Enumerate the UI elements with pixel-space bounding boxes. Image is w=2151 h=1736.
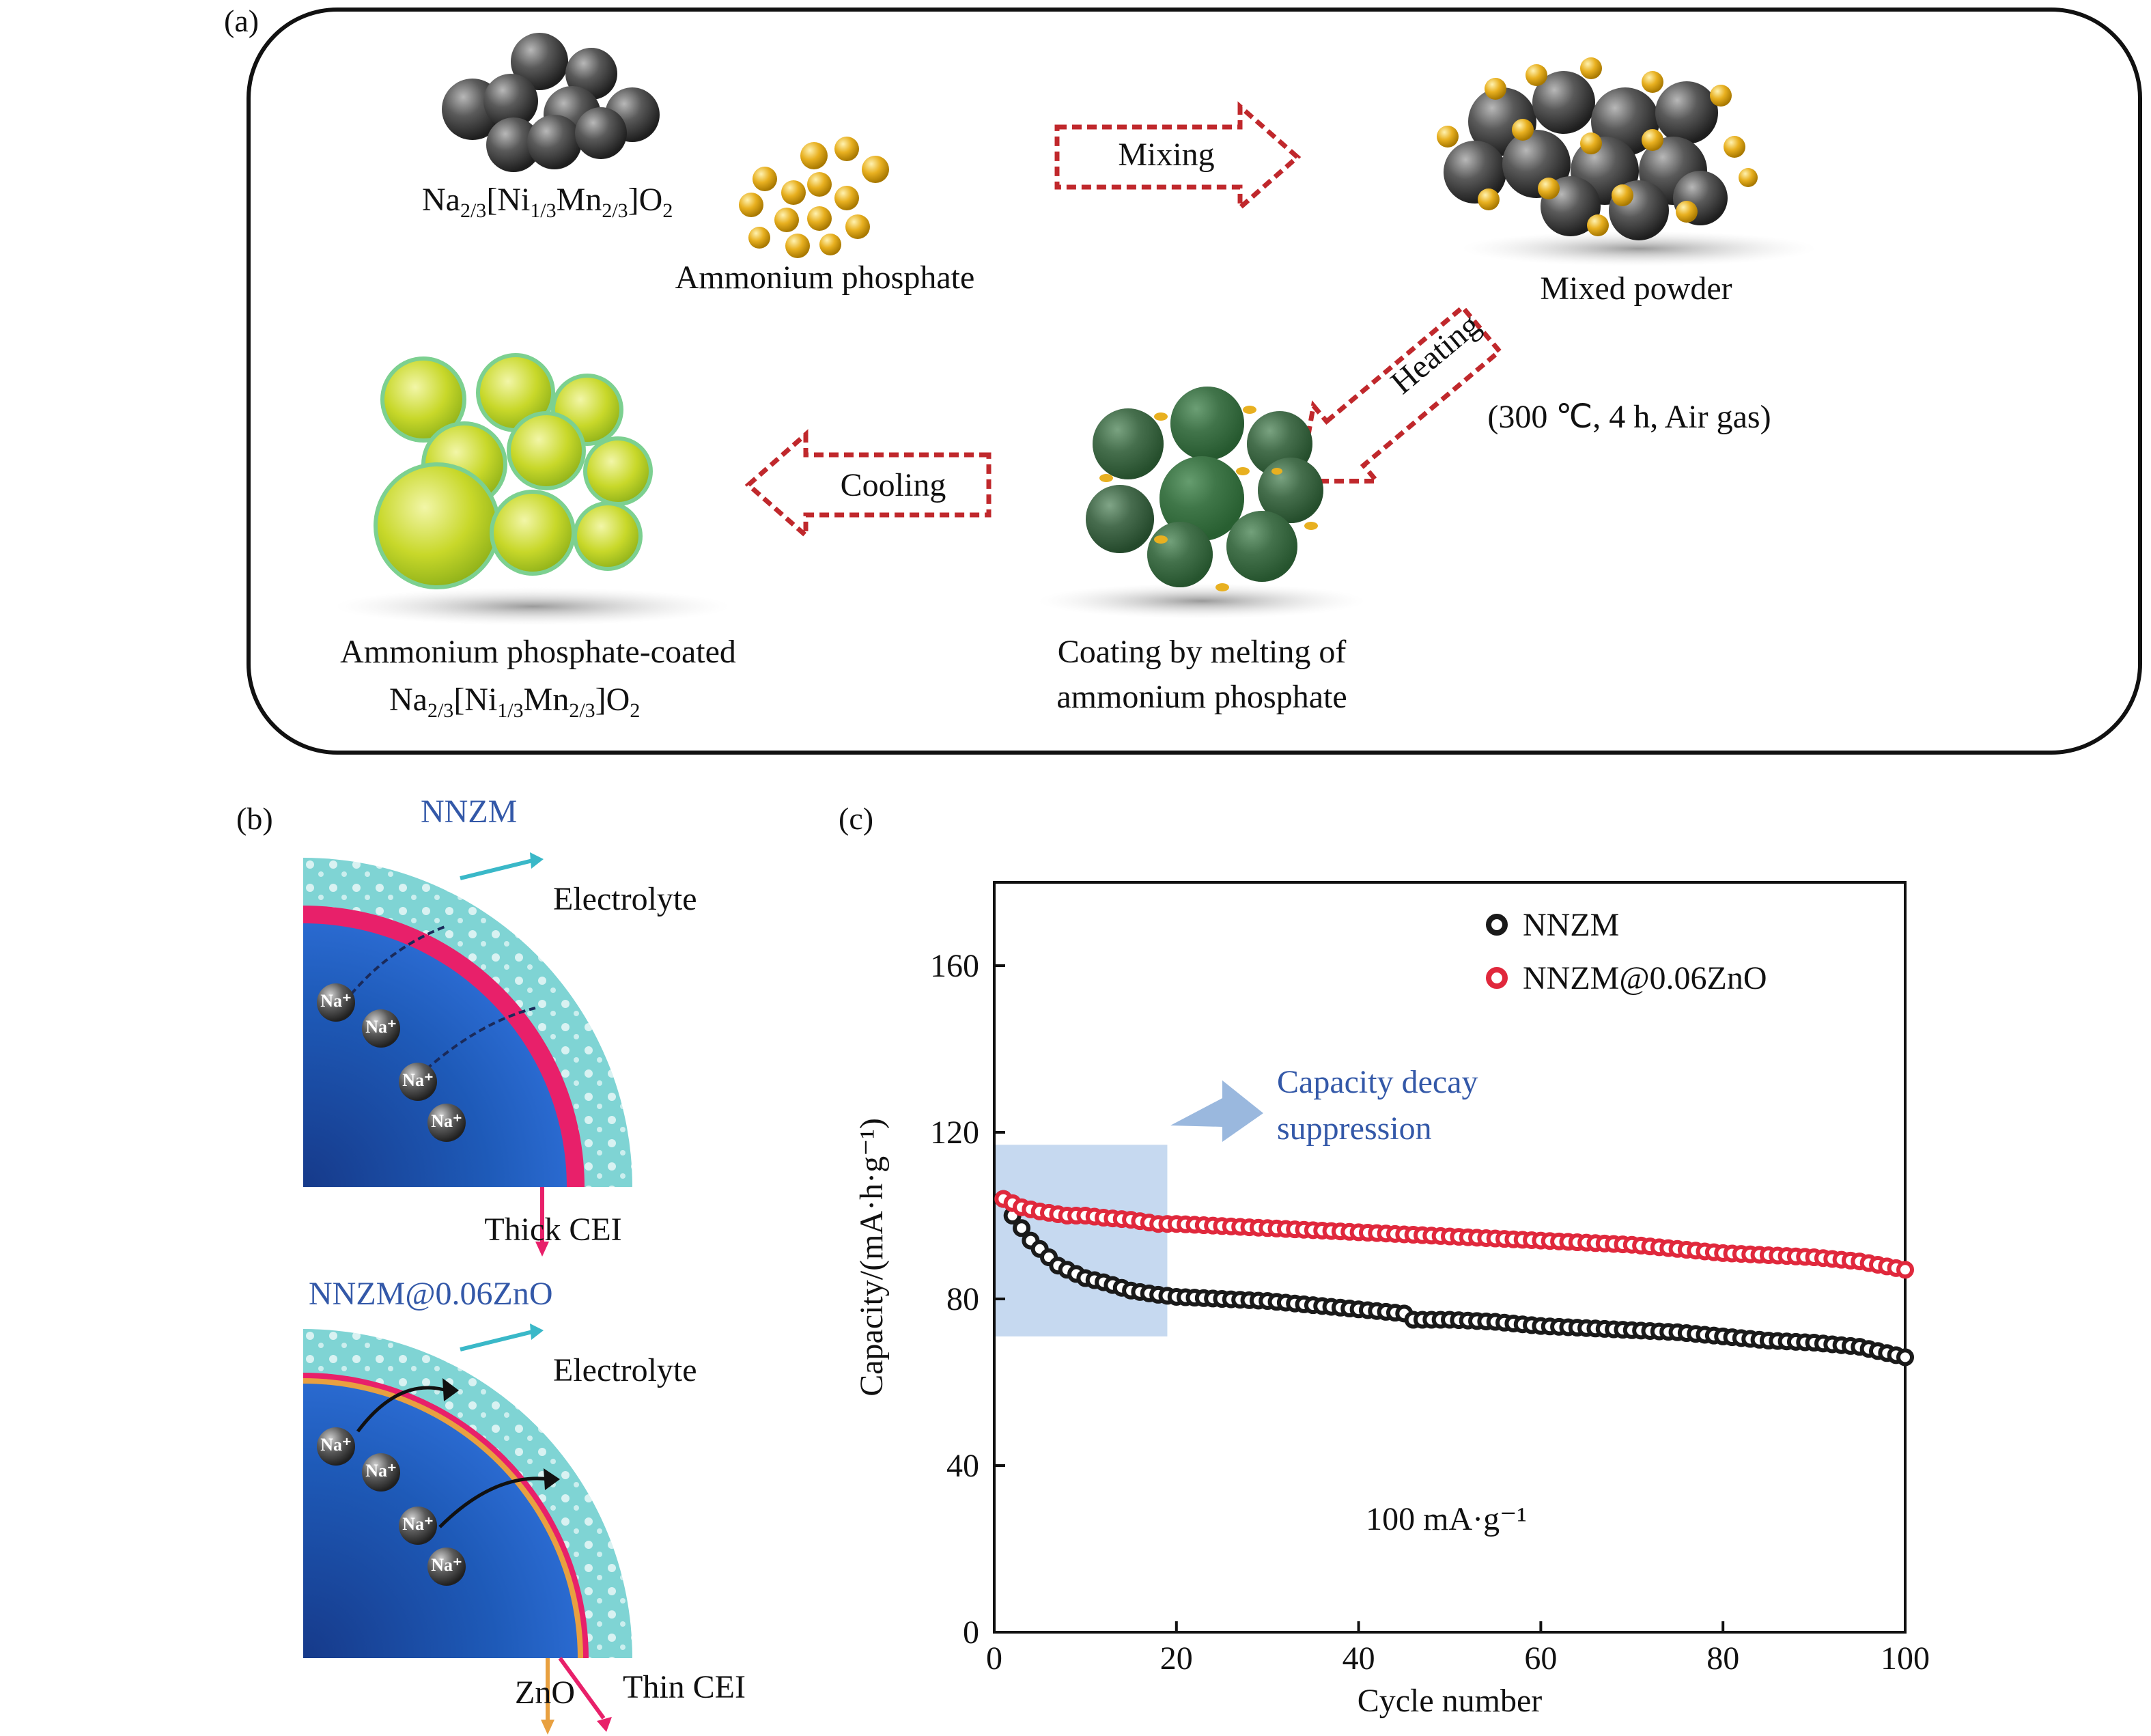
panel-c-letter: (c) — [839, 801, 874, 836]
mixed-powder-shadow — [1461, 231, 1816, 266]
coated-particle-cluster — [1086, 387, 1323, 591]
series-nnzm-zno — [994, 1190, 1914, 1279]
panel-a-diagram: Na2/3[Ni1/3Mn2/3]O2 Ammonium phosphate M… — [247, 8, 2142, 755]
plot-frame — [993, 881, 1907, 1634]
legend-marker — [1486, 967, 1508, 989]
mixing-label: Mixing — [1118, 137, 1214, 173]
x-axis-label: Cycle number — [1358, 1683, 1543, 1719]
top-electrolyte-label: Electrolyte — [553, 881, 697, 917]
thin-cei-label: Thin CEI — [623, 1669, 746, 1705]
ammonium-label: Ammonium phosphate — [675, 260, 975, 296]
x-tick-label: 60 — [1524, 1640, 1557, 1677]
thick-cei-label: Thick CEI — [484, 1212, 621, 1248]
panel-a-letter: (a) — [224, 3, 259, 38]
mixing-arrow — [1054, 101, 1302, 213]
na-ion-label: Na⁺ — [431, 1111, 462, 1131]
nnzm-zno-title: NNZM@0.06ZnO — [309, 1276, 553, 1312]
np-material-label: Na2/3[Ni1/3Mn2/3]O2 — [422, 182, 673, 222]
coating-label-line2: ammonium phosphate — [1056, 679, 1347, 715]
y-tick-label: 120 — [930, 1115, 979, 1151]
nnzm-title: NNZM — [421, 794, 517, 830]
y-tick-label: 0 — [963, 1614, 979, 1651]
zno-label: ZnO — [515, 1675, 575, 1711]
series-nnzm — [994, 1190, 1914, 1367]
legend-marker — [1486, 914, 1508, 936]
capacity-chart: 0 20 40 60 80 100 0 40 80 120 160 Cycle number Capac… — [854, 881, 1930, 1719]
y-tick-label: 160 — [930, 948, 979, 984]
na-ion-label: Na⁺ — [431, 1555, 462, 1575]
panel-a-frame — [247, 8, 2142, 755]
coating-shadow — [1038, 583, 1366, 619]
green-particle-cluster — [374, 353, 653, 589]
y-axis-label: Capacity/(mA·h·g⁻¹) — [854, 1118, 890, 1397]
heating-label: Heating — [1384, 307, 1487, 401]
coating-label-line1: Coating by melting of — [1058, 634, 1347, 670]
y-tick-label: 40 — [946, 1448, 979, 1484]
na-ion-label: Na⁺ — [402, 1514, 434, 1534]
data-point — [1013, 1219, 1031, 1237]
heating-arrow — [1297, 304, 1503, 484]
current-density-label: 100 mA·g⁻¹ — [1366, 1501, 1527, 1537]
x-tick-label: 40 — [1342, 1640, 1375, 1677]
yellow-particle-cluster — [739, 137, 889, 258]
legend-label: NNZM — [1523, 907, 1619, 943]
coated-material-label: Na2/3[Ni1/3Mn2/3]O2 — [389, 682, 640, 722]
panel-b-letter: (b) — [236, 801, 273, 836]
cooling-label: Cooling — [841, 467, 946, 503]
x-tick-label: 100 — [1881, 1640, 1930, 1677]
mixed-powder-cluster — [1437, 57, 1758, 240]
na-ion-label: Na⁺ — [402, 1070, 434, 1090]
x-tick-label: 20 — [1160, 1640, 1193, 1677]
nnzm-quarter — [303, 852, 632, 1257]
na-ion-label: Na⁺ — [365, 1017, 397, 1037]
na-ion-label: Na⁺ — [320, 991, 352, 1011]
gray-particle-cluster — [442, 33, 660, 172]
na-ion-label: Na⁺ — [365, 1461, 397, 1481]
data-point — [1896, 1348, 1914, 1367]
x-tick-label: 0 — [986, 1640, 1002, 1677]
legend-label: NNZM@0.06ZnO — [1523, 960, 1767, 996]
na-ion-label: Na⁺ — [320, 1435, 352, 1455]
annotation-line2: suppression — [1277, 1110, 1432, 1147]
panel-b-diagram: Na⁺ Na⁺ Na⁺ Na⁺ NNZM Electrolyte Thick C… — [303, 794, 746, 1735]
coated-label-line1: Ammonium phosphate-coated — [340, 634, 736, 670]
bottom-electrolyte-label: Electrolyte — [553, 1352, 697, 1388]
nnzm-zno-quarter — [303, 1324, 632, 1735]
cooling-arrow — [744, 429, 992, 541]
annotation-line1: Capacity decay — [1277, 1064, 1478, 1100]
decay-arrow — [1170, 1080, 1263, 1142]
y-tick-label: 80 — [946, 1281, 979, 1317]
data-point — [1896, 1261, 1914, 1279]
mixed-powder-label: Mixed powder — [1540, 270, 1732, 307]
heating-conditions-label: (300 ℃, 4 h, Air gas) — [1487, 399, 1771, 435]
x-tick-label: 80 — [1706, 1640, 1739, 1677]
coated-shadow — [335, 587, 731, 626]
highlight-region — [994, 1145, 1168, 1336]
